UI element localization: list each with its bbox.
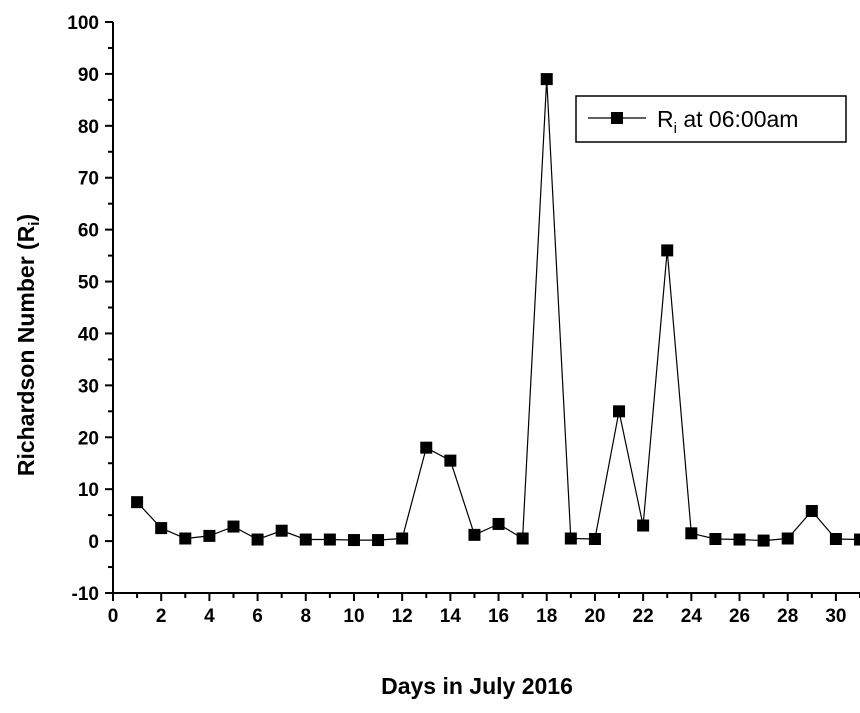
y-tick-label: 50 (78, 273, 99, 294)
y-tick-label: 60 (78, 221, 99, 242)
legend-label: Ri at 06:00am (657, 106, 798, 137)
data-point (564, 532, 577, 545)
data-point (131, 496, 144, 509)
data-point (227, 520, 240, 533)
x-tick-label: 12 (392, 606, 413, 627)
legend-marker-sample (611, 112, 623, 124)
data-point (709, 533, 722, 546)
data-point (275, 524, 288, 537)
x-tick-label: 22 (633, 606, 654, 627)
x-tick-label: 28 (777, 606, 798, 627)
data-point (420, 441, 433, 454)
data-point (805, 504, 818, 517)
data-point (468, 528, 481, 541)
data-point (661, 244, 674, 257)
x-tick-label: 8 (300, 606, 311, 627)
data-point (685, 527, 698, 540)
data-point (854, 533, 860, 546)
data-point (396, 532, 409, 545)
data-point (372, 534, 385, 547)
data-point (444, 454, 457, 467)
x-tick-label: 16 (488, 606, 509, 627)
data-point (613, 405, 626, 418)
series-line (136, 79, 860, 542)
data-point (757, 534, 770, 547)
x-tick-label: 4 (204, 606, 215, 627)
data-point (203, 529, 216, 542)
data-point (637, 519, 650, 532)
y-axis-title: Richardson Number (Ri) (13, 214, 43, 476)
data-point (781, 532, 794, 545)
data-point (299, 533, 312, 546)
data-point (492, 517, 505, 530)
data-point (733, 533, 746, 546)
data-point (516, 532, 529, 545)
data-point (829, 533, 842, 546)
y-tick-label: 100 (67, 13, 99, 34)
y-tick-label: 10 (78, 480, 99, 501)
legend: Ri at 06:00am (575, 95, 847, 143)
data-point (251, 533, 264, 546)
x-tick-label: 20 (584, 606, 605, 627)
x-tick-label: 6 (252, 606, 263, 627)
y-tick-label: -10 (72, 584, 99, 605)
x-tick-label: 26 (729, 606, 750, 627)
x-tick-label: 10 (343, 606, 364, 627)
y-tick-label: 70 (78, 169, 99, 190)
data-point (347, 534, 360, 547)
y-tick-label: 20 (78, 428, 99, 449)
data-point (588, 533, 601, 546)
x-tick-label: 2 (156, 606, 167, 627)
data-point (323, 533, 336, 546)
data-point (155, 522, 168, 535)
y-tick-label: 30 (78, 376, 99, 397)
x-axis-title: Days in July 2016 (381, 673, 573, 699)
y-tick-label: 40 (78, 324, 99, 345)
x-tick-label: 24 (681, 606, 703, 627)
x-tick-label: 14 (440, 606, 462, 627)
data-point (179, 532, 192, 545)
y-tick-label: 90 (78, 65, 99, 86)
y-tick-label: 0 (88, 532, 99, 553)
x-tick-label: 18 (536, 606, 557, 627)
x-tick-label: 0 (108, 606, 119, 627)
x-tick-label: 30 (825, 606, 846, 627)
y-tick-label: 80 (78, 117, 99, 138)
data-point (540, 73, 553, 86)
